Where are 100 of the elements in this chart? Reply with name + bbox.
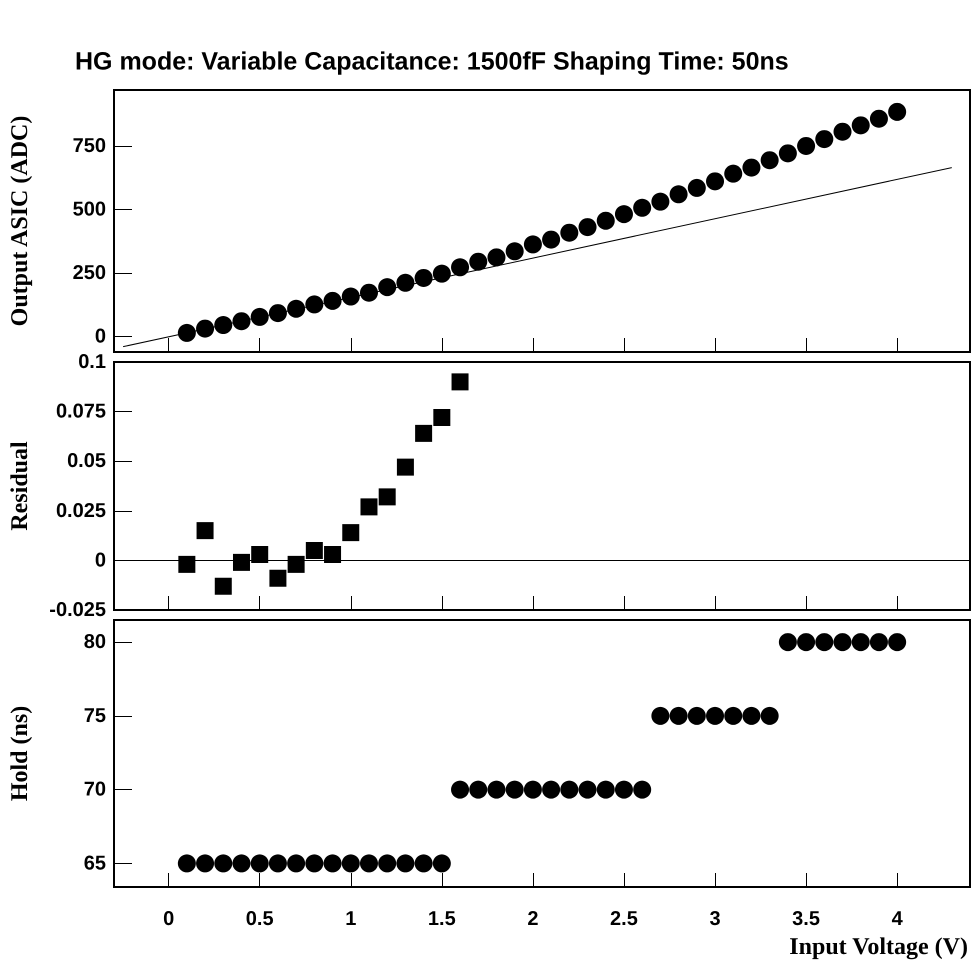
point [396,458,414,476]
point [815,633,834,652]
point [342,854,360,872]
point [633,780,652,799]
y-tick-label: 500 [72,198,106,221]
point [469,780,488,799]
point [760,151,779,170]
y-tick-label: 250 [72,262,106,284]
point [560,224,578,242]
y-tick-label: -0.025 [49,599,106,621]
point [360,284,378,302]
point [214,316,232,334]
chart-title: HG mode: Variable Capacitance: 1500fF Shaping Time: 50ns [75,48,789,76]
point [506,242,524,260]
point [196,854,214,872]
y-axis-title: Residual [7,440,33,531]
x-tick-label: 2 [527,908,538,930]
point [250,854,269,872]
point [214,578,232,595]
x-tick-label: 0 [163,908,174,930]
point [378,278,396,296]
point [487,248,506,266]
y-tick-label: 80 [84,631,106,654]
point [797,136,816,155]
point [560,780,578,799]
y-tick-label: 0 [94,326,106,348]
point [288,556,305,573]
point [578,218,597,236]
point [742,706,760,725]
point [432,854,451,872]
point [870,633,888,652]
point [414,854,433,872]
y-axis-title: Output ASIC (ADC) [7,116,33,326]
point [360,854,378,872]
point [452,373,469,390]
y-tick-label: 70 [84,778,106,801]
point [305,854,324,872]
point [268,854,287,872]
x-tick-label: 1.5 [428,908,456,930]
point [214,854,232,872]
point [797,633,816,652]
point [378,854,396,872]
point [852,116,870,134]
point [614,780,633,799]
x-tick-label: 0.5 [246,908,274,930]
point [742,158,760,177]
point [614,205,633,224]
point [324,292,342,310]
point [888,633,906,652]
point [706,172,724,190]
point [232,854,250,872]
point [196,522,214,540]
point [542,230,560,249]
point [451,780,470,799]
point [433,409,450,426]
point [596,212,615,230]
point [451,258,470,276]
point [432,264,451,283]
point [524,780,542,799]
point [724,706,742,725]
x-tick-label: 1 [345,908,356,930]
point [232,312,250,330]
point [888,102,906,121]
point [651,192,670,211]
x-axis-title: Input Voltage (V) [789,934,968,960]
point [306,542,323,559]
point [688,178,706,197]
point [251,546,268,563]
point [269,570,286,587]
point [178,556,196,573]
point [232,554,250,571]
point [414,268,433,287]
point [487,780,506,799]
point [870,110,888,128]
point [670,185,688,204]
point [596,780,615,799]
point [196,320,214,338]
y-tick-label: 750 [72,134,106,157]
point [670,706,688,725]
x-tick-label: 3.5 [792,908,820,930]
point [834,122,852,141]
y-tick-label: 0 [94,549,106,572]
point [834,633,852,652]
point [178,324,196,342]
point [578,780,597,799]
point [287,854,306,872]
point [651,706,670,725]
point [287,300,306,318]
point [542,780,560,799]
point [469,252,488,271]
point [342,524,360,542]
x-tick-label: 2.5 [610,908,638,930]
point [706,706,724,725]
point [852,633,870,652]
point [506,780,524,799]
point [760,706,779,725]
point [633,198,652,217]
point [324,546,342,563]
point [396,854,414,872]
point [324,854,342,872]
